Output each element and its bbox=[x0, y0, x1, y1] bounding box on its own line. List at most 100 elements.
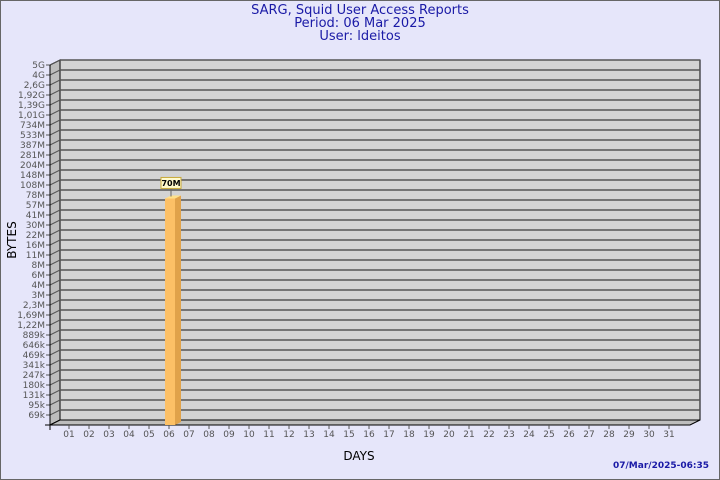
gridline-side bbox=[49, 269, 61, 276]
y-tick-label: 11M bbox=[26, 251, 45, 261]
gridline-side bbox=[49, 179, 61, 186]
gridline-side bbox=[49, 99, 61, 106]
x-tick-label: 23 bbox=[503, 430, 514, 440]
gridline-side bbox=[49, 329, 61, 336]
gridline-side bbox=[49, 359, 61, 366]
x-tick-label: 14 bbox=[323, 430, 335, 440]
y-tick-label: 30M bbox=[26, 221, 45, 231]
y-tick-label: 2,6G bbox=[24, 81, 45, 91]
gridline-side bbox=[49, 239, 61, 246]
y-tick-label: 204M bbox=[20, 161, 45, 171]
gridline-side bbox=[49, 249, 61, 256]
x-tick-label: 25 bbox=[543, 430, 554, 440]
y-tick-label: 469k bbox=[23, 351, 46, 361]
x-tick-label: 30 bbox=[643, 430, 655, 440]
x-tick-label: 11 bbox=[263, 430, 274, 440]
y-tick-label: 2,3M bbox=[23, 301, 45, 311]
chart-period: Period: 06 Mar 2025 bbox=[294, 16, 426, 31]
y-tick-label: 78M bbox=[26, 191, 45, 201]
x-tick-label: 24 bbox=[523, 430, 535, 440]
x-tick-label: 16 bbox=[363, 430, 375, 440]
x-tick-label: 08 bbox=[203, 430, 215, 440]
y-axis-label: BYTES bbox=[5, 221, 19, 258]
y-tick-label: 4G bbox=[32, 71, 45, 81]
y-tick-label: 281M bbox=[20, 151, 45, 161]
x-tick-label: 09 bbox=[223, 430, 235, 440]
x-tick-label: 17 bbox=[383, 430, 394, 440]
x-tick-label: 27 bbox=[583, 430, 594, 440]
y-tick-label: 734M bbox=[20, 121, 45, 131]
gridline-side bbox=[49, 209, 61, 216]
gridline-side bbox=[49, 389, 61, 396]
gridline-side bbox=[49, 379, 61, 386]
y-tick-label: 3M bbox=[32, 291, 46, 301]
x-tick-label: 18 bbox=[403, 430, 415, 440]
x-tick-label: 28 bbox=[603, 430, 615, 440]
bar-side bbox=[175, 195, 181, 425]
x-tick-label: 07 bbox=[183, 430, 194, 440]
gridline-side bbox=[49, 299, 61, 306]
y-tick-label: 4M bbox=[32, 281, 46, 291]
x-tick-label: 20 bbox=[443, 430, 455, 440]
x-tick-label: 26 bbox=[563, 430, 575, 440]
gridline-side bbox=[49, 159, 61, 166]
gridline-side bbox=[49, 139, 61, 146]
y-tick-label: 387M bbox=[20, 141, 45, 151]
y-tick-label: 6M bbox=[32, 271, 46, 281]
x-tick-label: 13 bbox=[303, 430, 314, 440]
y-tick-label: 131k bbox=[23, 391, 46, 401]
gridline-side bbox=[49, 109, 61, 116]
x-tick-label: 06 bbox=[163, 430, 175, 440]
x-tick-label: 01 bbox=[63, 430, 74, 440]
y-tick-label: 57M bbox=[26, 201, 45, 211]
y-tick-label: 41M bbox=[26, 211, 45, 221]
x-tick-label: 15 bbox=[343, 430, 354, 440]
gridline-side bbox=[49, 399, 61, 406]
x-tick-label: 22 bbox=[483, 430, 494, 440]
gridline-side bbox=[49, 219, 61, 226]
gridline-side bbox=[49, 229, 61, 236]
gridline-side bbox=[49, 69, 61, 76]
chart-user: User: ldeitos bbox=[319, 29, 401, 44]
x-tick-label: 05 bbox=[143, 430, 154, 440]
gridline-side bbox=[49, 259, 61, 266]
gridline-side bbox=[49, 279, 61, 286]
x-tick-label: 21 bbox=[463, 430, 474, 440]
gridline-side bbox=[49, 319, 61, 326]
gridline-side bbox=[49, 409, 61, 416]
y-tick-label: 95k bbox=[28, 401, 45, 411]
y-tick-label: 108M bbox=[20, 181, 45, 191]
x-tick-label: 29 bbox=[623, 430, 635, 440]
y-tick-label: 5G bbox=[32, 61, 45, 71]
y-tick-label: 247k bbox=[23, 371, 46, 381]
gridline-side bbox=[49, 309, 61, 316]
y-tick-label: 180k bbox=[23, 381, 46, 391]
y-tick-label: 1,22M bbox=[17, 321, 45, 331]
y-tick-label: 8M bbox=[32, 261, 46, 271]
gridline-side bbox=[49, 119, 61, 126]
gridline-side bbox=[49, 149, 61, 156]
plot-floor bbox=[49, 419, 701, 426]
y-tick-label: 148M bbox=[20, 171, 45, 181]
y-tick-label: 22M bbox=[26, 231, 45, 241]
gridline-side bbox=[49, 129, 61, 136]
gridline-side bbox=[49, 369, 61, 376]
y-tick-label: 1,92G bbox=[18, 91, 45, 101]
data-label: 70M bbox=[161, 179, 180, 188]
generated-timestamp: 07/Mar/2025-06:35 bbox=[613, 461, 709, 471]
gridline-side bbox=[49, 59, 61, 66]
x-tick-label: 03 bbox=[103, 430, 114, 440]
chart-title: SARG, Squid User Access Reports bbox=[251, 3, 469, 18]
y-tick-label: 1,39G bbox=[18, 101, 45, 111]
gridline-side bbox=[49, 289, 61, 296]
gridline-side bbox=[49, 89, 61, 96]
y-tick-label: 341k bbox=[23, 361, 46, 371]
bar-front bbox=[165, 198, 175, 425]
y-tick-label: 1,69M bbox=[17, 311, 45, 321]
x-axis-label: DAYS bbox=[343, 449, 374, 463]
gridline-side bbox=[49, 199, 61, 206]
gridline-side bbox=[49, 169, 61, 176]
x-tick-label: 10 bbox=[243, 430, 255, 440]
y-tick-label: 646k bbox=[23, 341, 46, 351]
